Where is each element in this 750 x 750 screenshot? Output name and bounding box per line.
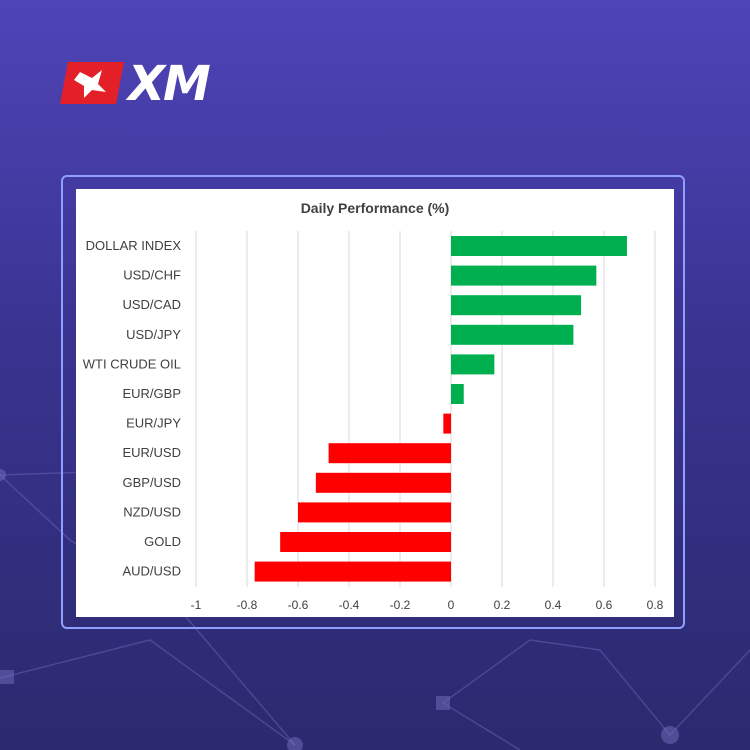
x-tick-label: 0.6 xyxy=(596,598,613,612)
category-label: EUR/JPY xyxy=(126,416,181,431)
chart-panel: Daily Performance (%) DOLLAR INDEX USD/CH… xyxy=(76,189,674,617)
x-tick-label: -0.8 xyxy=(237,598,258,612)
category-label: GBP/USD xyxy=(122,475,181,490)
chart-title: Daily Performance (%) xyxy=(301,200,450,216)
bar-gbp-usd xyxy=(315,472,451,493)
logo-text: XM xyxy=(128,56,211,112)
x-tick-label: 0.4 xyxy=(545,598,562,612)
category-label: EUR/GBP xyxy=(122,386,181,401)
bar-nzd-usd xyxy=(298,502,451,523)
bar-wti-crude-oil xyxy=(451,354,495,375)
category-label: GOLD xyxy=(144,534,181,549)
x-tick-label: -0.4 xyxy=(339,598,360,612)
category-label: USD/CAD xyxy=(122,297,181,312)
category-label: DOLLAR INDEX xyxy=(86,238,182,253)
chart-frame xyxy=(61,175,685,629)
bar-eur-gbp xyxy=(451,384,464,404)
category-label: USD/CHF xyxy=(123,268,181,283)
x-tick-label: 0 xyxy=(448,598,455,612)
bar-dollar-index xyxy=(451,236,627,256)
category-label: NZD/USD xyxy=(123,504,181,519)
x-tick-label: -1 xyxy=(191,598,202,612)
category-label: WTI CRUDE OIL xyxy=(83,356,181,371)
x-tick-label: 0.8 xyxy=(647,598,664,612)
bar-aud-usd xyxy=(254,561,451,582)
bar-chart: Daily Performance (%) DOLLAR INDEX USD/CH… xyxy=(83,200,664,612)
x-tick-label: -0.2 xyxy=(390,598,411,612)
bar-gold xyxy=(280,532,451,552)
bar-eur-jpy xyxy=(443,413,451,434)
category-label: EUR/USD xyxy=(122,445,181,460)
bar-eur-usd xyxy=(328,443,451,464)
x-tick-label: 0.2 xyxy=(494,598,511,612)
bar-usd-jpy xyxy=(451,324,574,345)
bull-logo-icon xyxy=(60,62,124,104)
category-label: AUD/USD xyxy=(122,564,181,579)
category-label: USD/JPY xyxy=(126,327,181,342)
xm-logo: XM xyxy=(58,56,238,112)
bar-usd-cad xyxy=(451,295,582,316)
x-tick-label: -0.6 xyxy=(288,598,309,612)
bar-usd-chf xyxy=(451,265,597,286)
